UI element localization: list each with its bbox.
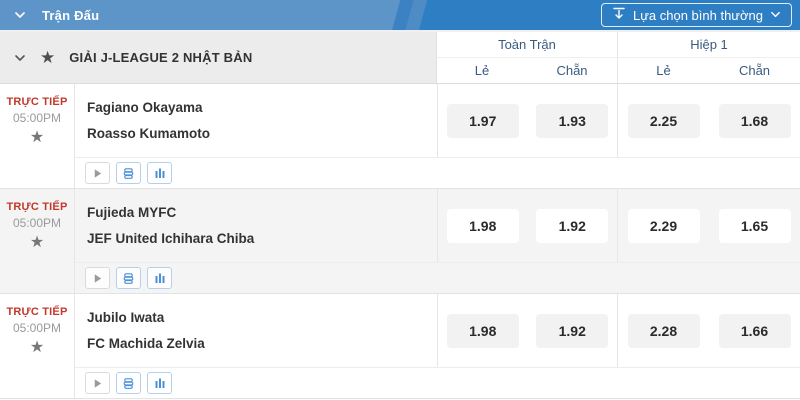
play-icon	[94, 273, 102, 283]
statistics-button[interactable]	[116, 372, 141, 394]
live-badge: TRỰC TIẾP	[6, 96, 68, 108]
favorite-star-icon[interactable]: ★	[29, 339, 45, 356]
home-team[interactable]: Jubilo Iwata	[87, 309, 165, 325]
column-label-even: Chẵn	[738, 63, 771, 78]
statistics-button[interactable]	[116, 162, 141, 184]
live-stream-button[interactable]	[85, 267, 110, 289]
odds-button-full-odd[interactable]: 1.98	[446, 208, 519, 243]
away-team[interactable]: Roasso Kumamoto	[87, 126, 211, 142]
away-team[interactable]: FC Machida Zelvia	[87, 336, 205, 352]
chevron-down-icon	[770, 8, 781, 23]
match-row: TRỰC TIẾP 05:00PM ★ Jubilo Iwata FC Mach…	[0, 294, 800, 399]
live-stream-button[interactable]	[85, 372, 110, 394]
match-toolbar	[75, 157, 800, 188]
odds-button-full-odd[interactable]: 1.97	[446, 103, 519, 138]
odds-group-first-half: 2.25 1.68	[617, 84, 800, 157]
chevron-down-icon[interactable]	[14, 9, 26, 21]
match-time: 05:00PM	[12, 111, 62, 125]
odds-button-half-even[interactable]: 1.66	[718, 313, 791, 348]
match-toolbar	[75, 367, 800, 398]
section-title: Trận Đấu	[42, 7, 100, 23]
odds-button-full-even[interactable]: 1.92	[536, 208, 609, 243]
odds-display-dropdown[interactable]: Lựa chọn bình thường	[600, 3, 792, 27]
team-names[interactable]: Fagiano Okayama Roasso Kumamoto	[75, 84, 437, 157]
odds-button-half-even[interactable]: 1.65	[718, 208, 791, 243]
odds-group-first-half: 2.29 1.65	[617, 189, 800, 262]
column-group-first-half: Hiệp 1 Lẻ Chẵn	[617, 32, 800, 83]
column-group-full-match: Toàn Trận Lẻ Chẵn	[437, 32, 617, 83]
bar-chart-icon	[155, 168, 164, 178]
bar-chart-icon	[155, 378, 164, 388]
column-label-odd: Lẻ	[474, 63, 490, 78]
team-names[interactable]: Fujieda MYFC JEF United Ichihara Chiba	[75, 189, 437, 262]
odds-column-headers: Toàn Trận Lẻ Chẵn Hiệp 1 Lẻ Chẵn	[437, 32, 800, 83]
league-title: GIẢI J-LEAGUE 2 NHẬT BẢN	[69, 50, 253, 65]
match-toolbar	[75, 262, 800, 293]
away-team[interactable]: JEF United Ichihara Chiba	[87, 231, 255, 247]
chart-button[interactable]	[147, 162, 172, 184]
league-header-row: ★ GIẢI J-LEAGUE 2 NHẬT BẢN Toàn Trận Lẻ …	[0, 32, 800, 84]
sort-icon	[612, 7, 626, 23]
odds-group-first-half: 2.28 1.66	[617, 294, 800, 367]
play-icon	[94, 378, 102, 388]
column-label-even: Chẵn	[556, 63, 588, 78]
layers-icon	[123, 272, 134, 284]
live-stream-button[interactable]	[85, 162, 110, 184]
odds-group-full-match: 1.98 1.92	[437, 189, 617, 262]
match-row: TRỰC TIẾP 05:00PM ★ Fujieda MYFC JEF Uni…	[0, 189, 800, 294]
chart-button[interactable]	[147, 267, 172, 289]
column-group-label: Hiệp 1	[618, 32, 800, 58]
match-meta: TRỰC TIẾP 05:00PM ★	[0, 294, 75, 398]
column-label-odd: Lẻ	[656, 63, 671, 78]
section-header: Trận Đấu Lựa chọn bình thường	[0, 0, 800, 30]
play-icon	[94, 168, 102, 178]
odds-button-full-even[interactable]: 1.92	[536, 313, 609, 348]
dropdown-label: Lựa chọn bình thường	[632, 7, 763, 23]
layers-icon	[123, 377, 134, 389]
match-row: TRỰC TIẾP 05:00PM ★ Fagiano Okayama Roas…	[0, 84, 800, 189]
live-badge: TRỰC TIẾP	[6, 306, 68, 318]
favorite-star-icon[interactable]: ★	[29, 129, 45, 146]
odds-group-full-match: 1.98 1.92	[437, 294, 617, 367]
home-team[interactable]: Fagiano Okayama	[87, 99, 203, 115]
odds-button-full-odd[interactable]: 1.98	[446, 313, 519, 348]
odds-button-half-even[interactable]: 1.68	[718, 103, 791, 138]
chevron-down-icon[interactable]	[14, 52, 26, 64]
home-team[interactable]: Fujieda MYFC	[87, 204, 177, 220]
layers-icon	[123, 167, 134, 179]
favorite-star-icon[interactable]: ★	[29, 234, 45, 251]
column-group-label: Toàn Trận	[437, 32, 617, 58]
match-time: 05:00PM	[12, 216, 62, 230]
favorite-star-icon[interactable]: ★	[40, 48, 56, 67]
odds-button-half-odd[interactable]: 2.25	[627, 103, 700, 138]
team-names[interactable]: Jubilo Iwata FC Machida Zelvia	[75, 294, 437, 367]
match-meta: TRỰC TIẾP 05:00PM ★	[0, 189, 75, 293]
chart-button[interactable]	[147, 372, 172, 394]
match-time: 05:00PM	[12, 321, 62, 335]
divider	[0, 30, 800, 32]
odds-button-half-odd[interactable]: 2.29	[627, 208, 700, 243]
bar-chart-icon	[155, 273, 164, 283]
league-header[interactable]: ★ GIẢI J-LEAGUE 2 NHẬT BẢN	[0, 32, 437, 83]
statistics-button[interactable]	[116, 267, 141, 289]
match-meta: TRỰC TIẾP 05:00PM ★	[0, 84, 75, 188]
odds-group-full-match: 1.97 1.93	[437, 84, 617, 157]
odds-button-half-odd[interactable]: 2.28	[627, 313, 700, 348]
odds-button-full-even[interactable]: 1.93	[536, 103, 609, 138]
live-badge: TRỰC TIẾP	[6, 201, 68, 213]
